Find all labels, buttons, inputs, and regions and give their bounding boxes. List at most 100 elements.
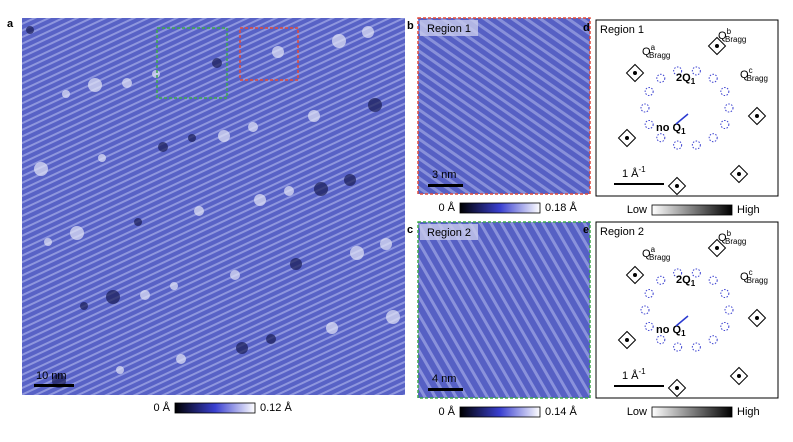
- peak-dot: [633, 273, 637, 277]
- defect: [140, 290, 150, 300]
- two-q1-label: 2Q1: [676, 72, 696, 86]
- bragg-label-sup: c: [749, 268, 753, 277]
- colorbar: [651, 406, 733, 418]
- defect: [170, 282, 178, 290]
- defect: [116, 366, 124, 374]
- bragg-label-sup: a: [651, 43, 656, 52]
- cdw-peak: [720, 119, 730, 129]
- scale-bar: [614, 183, 664, 185]
- defect: [368, 98, 382, 112]
- two-q1-label: 2Q1: [676, 274, 696, 288]
- bragg-label-sub: Bragg: [649, 51, 670, 60]
- cdw-peak: [691, 66, 701, 76]
- peak-dot: [675, 386, 679, 390]
- defect: [34, 162, 48, 176]
- defect: [290, 258, 302, 270]
- bragg-label: Qc Bragg: [740, 268, 768, 285]
- cdw-peak: [691, 268, 701, 278]
- bragg-label-sup: b: [727, 229, 732, 238]
- cdw-peak: [708, 335, 718, 345]
- bragg-label: Qa Bragg: [642, 245, 670, 262]
- no-q1-label-base: no Q: [656, 122, 681, 134]
- defect: [134, 218, 142, 226]
- defect: [62, 90, 70, 98]
- cdw-peak: [656, 133, 666, 143]
- defect: [314, 182, 328, 196]
- cdw-peak: [708, 133, 718, 143]
- cdw-peak: [640, 305, 650, 315]
- stm-image: [417, 17, 591, 195]
- bragg-label-sub: Bragg: [747, 74, 768, 83]
- colorbar-max: 0.14 Å: [545, 405, 577, 418]
- region-label: Region 1: [600, 24, 644, 36]
- bragg-peak: [729, 164, 749, 184]
- bragg-label-sup: c: [749, 66, 753, 75]
- scale-bar-label: 1 Å-1: [622, 367, 646, 382]
- region-label: Region 2: [600, 226, 644, 238]
- region-label: Region 1: [427, 23, 471, 35]
- cdw-peak: [644, 87, 654, 97]
- defect: [218, 130, 230, 142]
- peak-dot: [715, 44, 719, 48]
- no-q1-label: no Q1: [656, 122, 686, 136]
- defect: [106, 290, 120, 304]
- colorbar: [459, 406, 541, 418]
- scale-bar: [428, 184, 463, 187]
- defect: [350, 246, 364, 260]
- cdw-peak: [673, 342, 683, 352]
- cdw-peak: [673, 140, 683, 150]
- cdw-peak: [644, 119, 654, 129]
- defect: [230, 270, 240, 280]
- scale-bar-label-base: 1 Å: [622, 369, 639, 382]
- colorbar-max: High: [737, 406, 760, 418]
- bragg-peak: [625, 265, 645, 285]
- bragg-label-sup: a: [651, 245, 656, 254]
- panels: a 10 nm 0 Å 0.12 Å b Region 1 3 nm 0 Å 0.18 Å c Re…: [7, 17, 779, 418]
- defect: [362, 26, 374, 38]
- cdw-peak: [724, 103, 734, 113]
- defect: [88, 78, 102, 92]
- defect: [188, 134, 196, 142]
- no-q1-label-sub: 1: [681, 127, 686, 136]
- scale-bar-label: 4 nm: [432, 373, 456, 385]
- bragg-label-sub: Bragg: [747, 276, 768, 285]
- bragg-label-sup: b: [727, 27, 732, 36]
- defect: [308, 110, 320, 122]
- cdw-peak: [724, 305, 734, 315]
- peak-dot: [715, 246, 719, 250]
- peak-dot: [737, 374, 741, 378]
- scale-bar: [614, 385, 664, 387]
- defect: [194, 206, 204, 216]
- colorbar: [651, 204, 733, 216]
- defect: [386, 310, 400, 324]
- bragg-label: Qa Bragg: [642, 43, 670, 60]
- peak-dot: [755, 114, 759, 118]
- bragg-label-base: Q: [740, 69, 749, 81]
- bragg-peak: [667, 176, 687, 196]
- cdw-peak: [656, 275, 666, 285]
- colorbar-max: 0.18 Å: [545, 201, 577, 214]
- peak-dot: [625, 338, 629, 342]
- defect: [26, 26, 34, 34]
- bragg-peak: [667, 378, 687, 398]
- cdw-peak: [708, 275, 718, 285]
- arrow: [675, 315, 689, 327]
- cdw-peak: [691, 140, 701, 150]
- cdw-peak: [720, 289, 730, 299]
- scale-bar-label: 3 nm: [432, 169, 456, 181]
- defect: [332, 34, 346, 48]
- label-bg: [420, 224, 478, 240]
- defect: [152, 70, 160, 78]
- defect: [380, 238, 392, 250]
- bragg-peak: [729, 366, 749, 386]
- defect: [266, 334, 276, 344]
- bragg-label-base: Q: [740, 271, 749, 283]
- two-q1-label-sub: 1: [691, 77, 696, 86]
- arrow: [675, 113, 689, 125]
- cdw-peak: [708, 73, 718, 83]
- bragg-label-base: Q: [642, 46, 651, 58]
- bragg-label: Qb Bragg: [718, 27, 746, 44]
- cdw-peak: [644, 321, 654, 331]
- colorbar-min: Low: [627, 406, 647, 418]
